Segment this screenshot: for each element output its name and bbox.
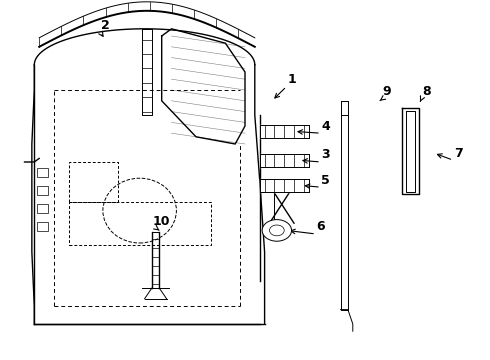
Bar [37,204,48,213]
Text: 9: 9 [383,85,392,98]
Text: 6: 6 [317,220,325,233]
Circle shape [262,220,292,241]
Bar [37,222,48,231]
Text: 8: 8 [422,85,431,98]
Text: 1: 1 [287,73,296,86]
Ellipse shape [103,178,176,243]
Text: 4: 4 [321,120,330,132]
Text: 2: 2 [101,19,110,32]
Bar [37,168,48,177]
Circle shape [270,225,284,236]
Text: 7: 7 [454,147,463,159]
Text: 10: 10 [153,215,171,228]
Text: 3: 3 [321,148,330,161]
Text: 5: 5 [321,174,330,186]
Bar [37,186,48,195]
